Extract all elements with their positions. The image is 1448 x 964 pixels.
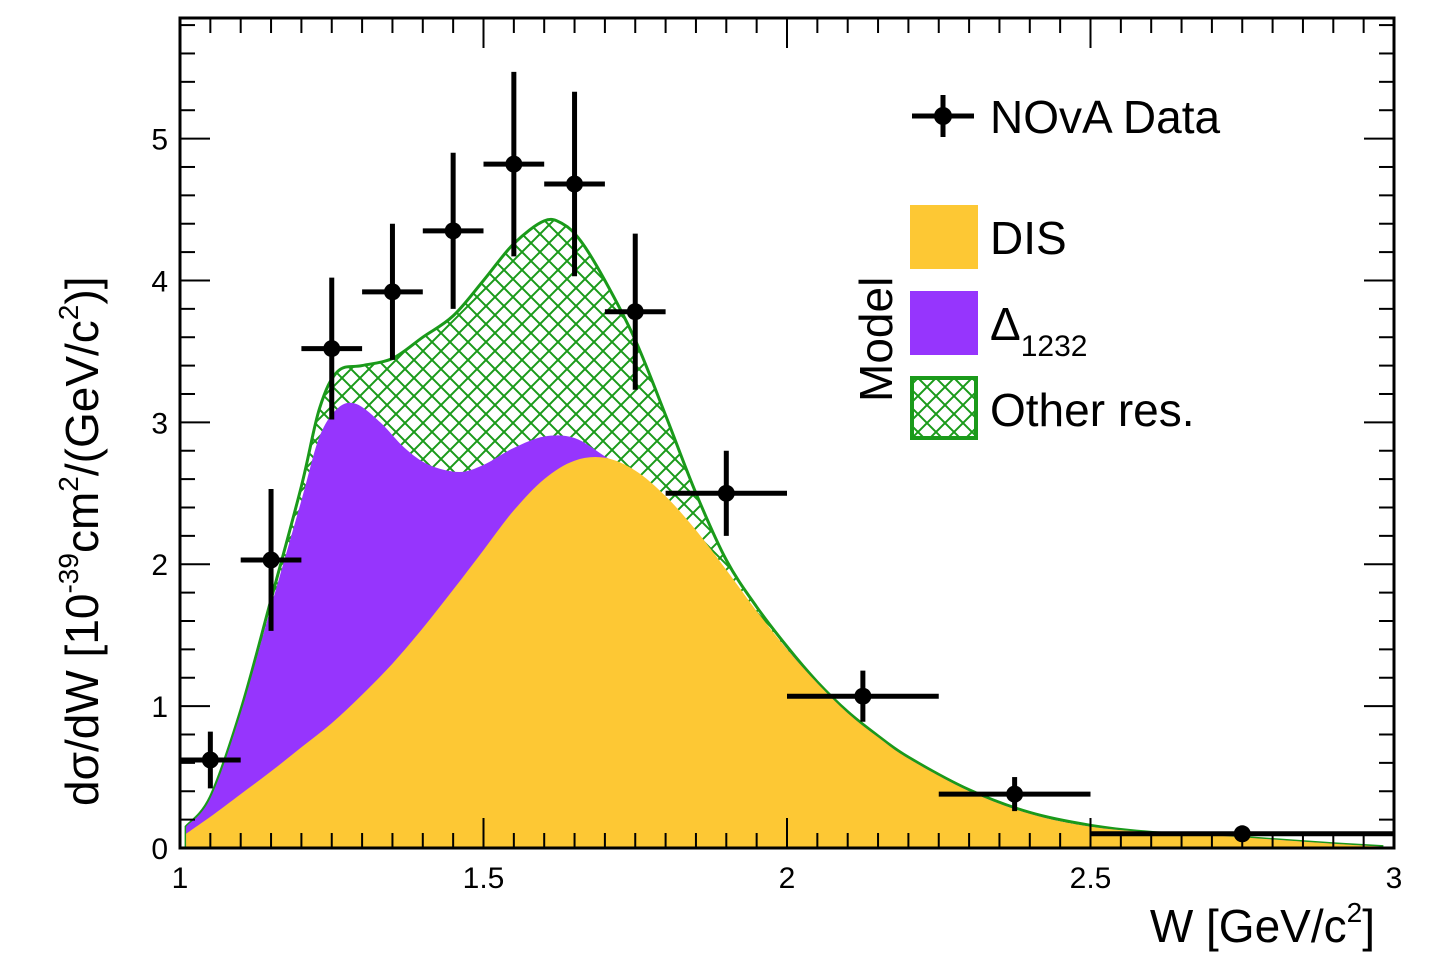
- data-point-marker: [626, 303, 644, 321]
- data-point-marker: [1006, 785, 1024, 803]
- dis-area: [186, 457, 1382, 848]
- legend-item-dis: DIS: [910, 205, 1067, 269]
- x-axis-ticks: 1 1.5 2 2.5 3: [172, 18, 1403, 895]
- data-point-marker: [323, 340, 341, 358]
- y-axis-title-sup1: -39: [53, 553, 84, 593]
- legend-delta-swatch: [910, 291, 978, 355]
- data-point-marker: [262, 551, 280, 569]
- y-axis-title-sup2: 2: [53, 476, 84, 492]
- legend-other-label: Other res.: [990, 384, 1195, 436]
- x-axis-title: W [GeV/c2]: [1150, 897, 1375, 952]
- legend-data-label: NOvA Data: [990, 91, 1221, 143]
- data-point: [180, 731, 241, 789]
- y-axis-title-sup3: 2: [53, 305, 84, 321]
- data-point: [665, 450, 787, 536]
- legend-item-data: NOvA Data: [912, 91, 1221, 143]
- data-point-marker: [201, 751, 219, 769]
- y-tick-label: 5: [151, 124, 168, 157]
- nova-data-points: [180, 71, 1394, 843]
- legend-title: Model: [850, 277, 902, 402]
- data-point-marker: [505, 155, 523, 173]
- data-point-marker: [854, 687, 872, 705]
- x-tick-label: 1.5: [463, 862, 505, 895]
- data-point: [301, 277, 363, 420]
- legend: NOvA Data Model DIS Δ1232 Other res.: [850, 91, 1221, 440]
- data-point: [422, 152, 484, 309]
- y-axis-title-mid2: /(GeV/c: [56, 320, 108, 476]
- data-point: [544, 91, 605, 277]
- y-tick-label: 2: [151, 549, 168, 582]
- data-point-marker: [383, 283, 401, 301]
- y-axis-title-end: )]: [56, 277, 108, 305]
- stacked-areas: [184, 217, 1384, 848]
- data-point: [787, 670, 939, 722]
- y-tick-label: 0: [151, 833, 168, 866]
- x-tick-label: 2: [779, 862, 796, 895]
- x-axis-title-sup: 2: [1347, 897, 1363, 928]
- legend-item-other: Other res.: [910, 376, 1195, 440]
- y-tick-label: 3: [151, 407, 168, 440]
- x-axis-title-end: ]: [1362, 900, 1375, 952]
- data-point-marker: [717, 484, 735, 502]
- data-point: [483, 71, 545, 257]
- data-point-marker: [566, 175, 584, 193]
- legend-delta-label: Δ1232: [990, 298, 1087, 363]
- y-axis-title: dσ/dW [10-39cm2/(GeV/c2)]: [53, 277, 108, 806]
- y-tick-label: 1: [151, 691, 168, 724]
- legend-dis-swatch: [910, 205, 978, 269]
- data-point: [938, 777, 1091, 812]
- x-axis-title-main: W [GeV/c: [1150, 900, 1347, 952]
- y-axis-title-main: dσ/dW [10: [56, 594, 108, 806]
- data-point: [362, 223, 423, 360]
- legend-delta-sub: 1232: [1021, 330, 1088, 363]
- y-axis-ticks: 0 1 2 3 4 5: [151, 24, 1394, 866]
- x-tick-label: 3: [1386, 862, 1403, 895]
- data-point-marker: [444, 222, 462, 240]
- y-axis-title-mid: cm: [56, 492, 108, 553]
- y-tick-label: 4: [151, 265, 168, 298]
- legend-delta-symbol: Δ: [990, 298, 1021, 350]
- legend-dis-label: DIS: [990, 212, 1067, 264]
- legend-data-marker: [934, 107, 952, 125]
- x-tick-label: 1: [172, 862, 189, 895]
- legend-item-delta: Δ1232: [910, 291, 1087, 363]
- data-point: [604, 233, 666, 390]
- legend-other-swatch: [910, 376, 978, 440]
- data-point: [240, 489, 302, 631]
- x-tick-label: 2.5: [1070, 862, 1112, 895]
